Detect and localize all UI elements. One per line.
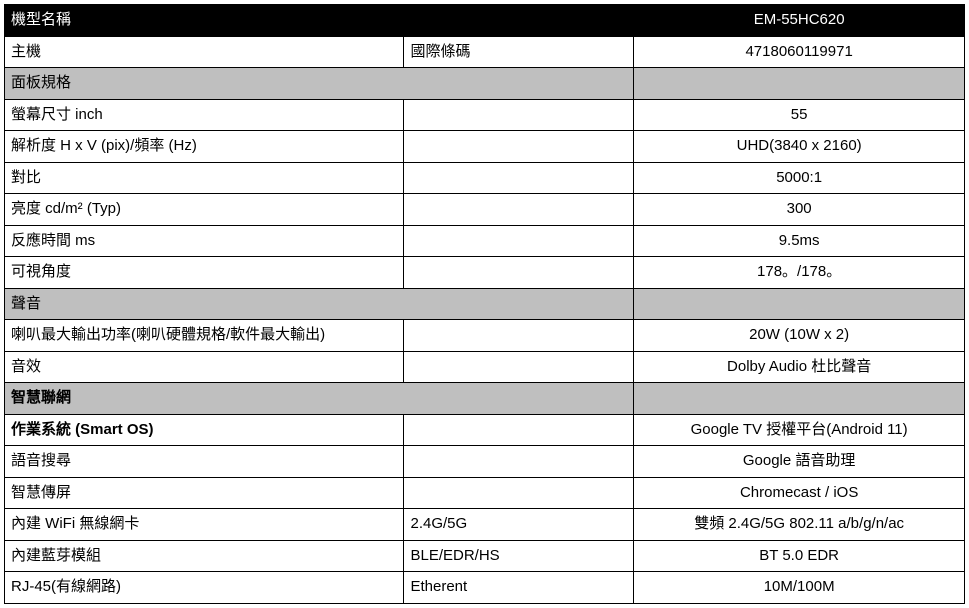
table-row: 內建 WiFi 無線網卡2.4G/5G雙頻 2.4G/5G 802.11 a/b… [5,509,965,541]
row-label: 內建藍芽模組 [5,540,404,572]
row-mid: 國際條碼 [404,36,634,68]
row-value: Dolby Audio 杜比聲音 [634,351,965,383]
row-value: Google TV 授權平台(Android 11) [634,414,965,446]
table-row: 主機國際條碼4718060119971 [5,36,965,68]
table-row: 可視角度 178。/178。 [5,257,965,289]
row-label: 音效 [5,351,404,383]
row-value: 300 [634,194,965,226]
row-value: BT 5.0 EDR [634,540,965,572]
row-value: UHD(3840 x 2160) [634,131,965,163]
row-mid [404,194,634,226]
row-mid: BLE/EDR/HS [404,540,634,572]
row-mid [404,414,634,446]
row-value: 10M/100M [634,572,965,604]
model-label-cell: 機型名稱 [5,5,634,37]
section-label: 智慧聯網 [5,383,634,415]
table-row: 面板規格 [5,68,965,100]
row-label: 解析度 H x V (pix)/頻率 (Hz) [5,131,404,163]
row-label: 語音搜尋 [5,446,404,478]
row-mid [404,477,634,509]
row-label: 主機 [5,36,404,68]
row-value: 55 [634,99,965,131]
row-label: 亮度 cd/m² (Typ) [5,194,404,226]
row-label: RJ-45(有線網路) [5,572,404,604]
row-mid [404,99,634,131]
table-row: 音效 Dolby Audio 杜比聲音 [5,351,965,383]
row-label: 喇叭最大輸出功率(喇叭硬體規格/軟件最大輸出) [5,320,404,352]
row-value: 5000:1 [634,162,965,194]
table-row: 作業系統 (Smart OS) Google TV 授權平台(Android 11… [5,414,965,446]
spec-table-body: 機型名稱 EM-55HC620 主機國際條碼4718060119971面板規格螢… [5,5,965,604]
row-value: 9.5ms [634,225,965,257]
row-label: 對比 [5,162,404,194]
row-mid [404,446,634,478]
row-mid [404,131,634,163]
row-value: 20W (10W x 2) [634,320,965,352]
row-mid [404,162,634,194]
row-value: 4718060119971 [634,36,965,68]
section-value [634,288,965,320]
row-mid [404,257,634,289]
section-label: 聲音 [5,288,634,320]
table-row: 語音搜尋 Google 語音助理 [5,446,965,478]
table-row: 智慧聯網 [5,383,965,415]
section-value [634,383,965,415]
row-mid: Etherent [404,572,634,604]
header-row: 機型名稱 EM-55HC620 [5,5,965,37]
row-label: 作業系統 (Smart OS) [5,414,404,446]
table-row: 智慧傳屏 Chromecast / iOS [5,477,965,509]
row-mid [404,225,634,257]
section-value [634,68,965,100]
table-row: 亮度 cd/m² (Typ) 300 [5,194,965,226]
row-label: 反應時間 ms [5,225,404,257]
table-row: 喇叭最大輸出功率(喇叭硬體規格/軟件最大輸出) 20W (10W x 2) [5,320,965,352]
row-mid [404,351,634,383]
table-row: 解析度 H x V (pix)/頻率 (Hz) UHD(3840 x 2160) [5,131,965,163]
row-label: 可視角度 [5,257,404,289]
row-label: 智慧傳屏 [5,477,404,509]
model-value-cell: EM-55HC620 [634,5,965,37]
section-label: 面板規格 [5,68,634,100]
table-row: 對比 5000:1 [5,162,965,194]
table-row: 聲音 [5,288,965,320]
row-value: Chromecast / iOS [634,477,965,509]
spec-table: 機型名稱 EM-55HC620 主機國際條碼4718060119971面板規格螢… [4,4,965,604]
table-row: RJ-45(有線網路)Etherent10M/100M [5,572,965,604]
row-value: 雙頻 2.4G/5G 802.11 a/b/g/n/ac [634,509,965,541]
row-mid [404,320,634,352]
row-label: 內建 WiFi 無線網卡 [5,509,404,541]
table-row: 螢幕尺寸 inch 55 [5,99,965,131]
table-row: 內建藍芽模組BLE/EDR/HSBT 5.0 EDR [5,540,965,572]
row-value: Google 語音助理 [634,446,965,478]
row-value: 178。/178。 [634,257,965,289]
table-row: 反應時間 ms 9.5ms [5,225,965,257]
row-mid: 2.4G/5G [404,509,634,541]
row-label: 螢幕尺寸 inch [5,99,404,131]
